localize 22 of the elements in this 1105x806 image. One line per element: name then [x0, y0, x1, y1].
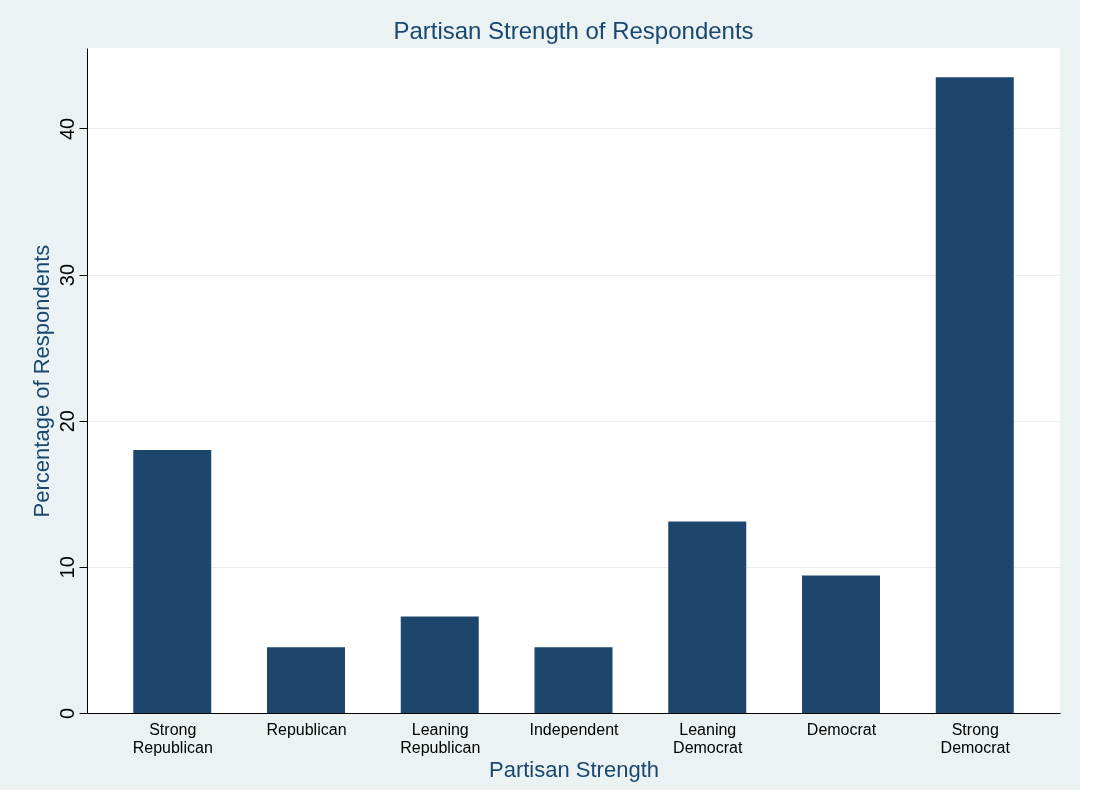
x-tick-label: Democrat: [806, 720, 877, 738]
y-tick-label: 30: [55, 263, 78, 287]
bar: [400, 616, 479, 713]
bar: [935, 77, 1014, 713]
y-tick-label: 40: [55, 117, 78, 141]
bar: [802, 575, 880, 713]
bar: [534, 647, 613, 713]
x-tick-label: Leaning Republican: [400, 720, 481, 756]
bar: [133, 449, 212, 713]
x-tick-label: Independent: [529, 720, 620, 738]
y-tick-label: 10: [55, 556, 78, 579]
bar: [668, 521, 747, 713]
y-tick-label: 0: [55, 707, 78, 720]
x-tick-label: Leaning Democrat: [673, 720, 743, 756]
x-tick-label: Strong Republican: [132, 720, 213, 756]
bar: [267, 647, 345, 713]
x-tick-label: Republican: [266, 720, 347, 738]
x-tick-label: Strong Democrat: [940, 720, 1011, 756]
y-tick-label: 20: [55, 410, 78, 433]
y-axis-title: Percentage of Respondents: [28, 244, 54, 518]
chart-title: Partisan Strength of Respondents: [393, 17, 754, 44]
x-axis-title: Partisan Strength: [489, 756, 659, 782]
